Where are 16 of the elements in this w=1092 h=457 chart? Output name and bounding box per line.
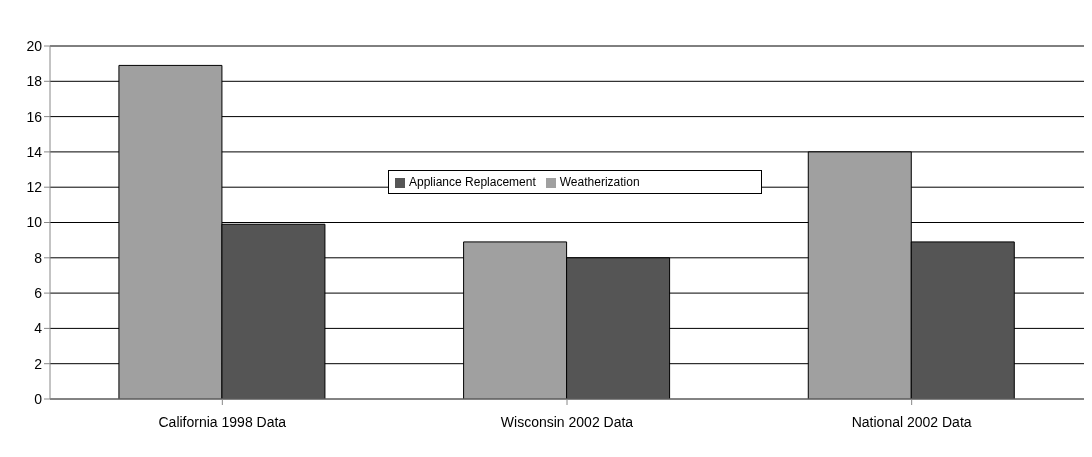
y-tick-label: 20 [26,37,43,54]
y-tick-label: 4 [34,320,43,337]
y-tick-label: 2 [34,355,43,372]
y-tick-label: 14 [26,143,43,160]
legend-label: Weatherization [559,175,640,189]
x-tick-label: Wisconsin 2002 Data [500,413,634,430]
y-tick-label: 10 [26,214,43,231]
x-tick-label: California 1998 Data [158,413,287,430]
y-tick-label: 0 [34,390,43,407]
y-tick-label: 16 [26,108,43,125]
y-tick-label: 6 [34,285,43,302]
legend-label: Appliance Replacement [409,175,536,189]
y-tick-label: 12 [26,179,43,196]
x-tick-label: National 2002 Data [851,413,972,430]
y-tick-label: 18 [26,73,43,90]
y-tick-label: 8 [34,249,43,266]
